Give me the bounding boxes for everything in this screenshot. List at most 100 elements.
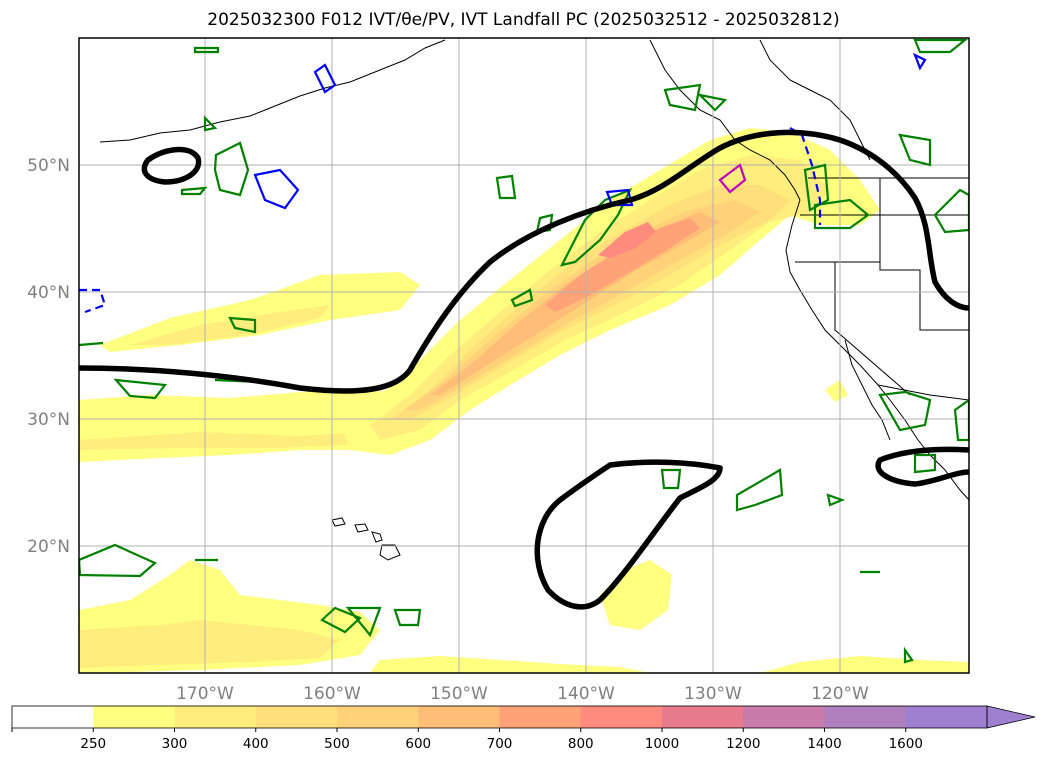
aleutian-arc — [99, 39, 446, 143]
pv-contour — [393, 608, 422, 627]
pv-contour — [193, 46, 220, 54]
ar-core — [598, 222, 656, 258]
colorbar-tick-label: 400 — [243, 736, 269, 752]
lat-label: 50°N — [27, 156, 70, 176]
pv-neg-contour — [605, 188, 634, 207]
ivt-south-east — [760, 656, 969, 673]
colorbar-tick-label: 700 — [487, 736, 513, 752]
pv-contour — [660, 468, 682, 490]
lon-label: 150°W — [430, 684, 488, 704]
pv-neg-contour-dashed — [789, 127, 822, 225]
baja — [844, 339, 891, 441]
colorbar: 250 300 400 500 600 700 800 1000 1200 1400 1600 — [11, 705, 1036, 752]
lon-label: 170°W — [176, 684, 234, 704]
colorbar-swatch — [824, 706, 907, 728]
colorbar-swatch — [905, 706, 988, 728]
pv-contour — [735, 468, 784, 512]
mexico-border — [877, 384, 969, 401]
colorbar-extend-arrow — [986, 705, 1036, 729]
colorbar-swatch — [337, 706, 419, 728]
theta-e-contours — [79, 129, 969, 610]
theta-e-contour-main — [79, 129, 969, 394]
pv-neg-contour-dashed — [79, 288, 107, 314]
colorbar-tick-label: 1600 — [889, 736, 923, 752]
pv-contour — [813, 198, 870, 230]
pv-contour — [113, 378, 168, 400]
colorbar-ticks: 250 300 400 500 600 700 800 1000 1200 1400 1600 — [11, 728, 923, 752]
longitude-labels: 170°W 160°W 150°W 140°W 130°W 120°W — [176, 684, 869, 704]
colorbar-tick-label: 500 — [324, 736, 350, 752]
pv-contour — [535, 213, 554, 234]
landfall-contour — [718, 163, 747, 194]
lon-label: 160°W — [303, 684, 361, 704]
colorbar-swatch — [174, 706, 257, 728]
pv-contour — [826, 493, 846, 507]
ar-level-6 — [545, 218, 700, 312]
colorbar-swatch — [743, 706, 825, 728]
pv-contour — [180, 186, 208, 196]
colorbar-swatch — [499, 706, 582, 728]
colorbar-tick-label: 800 — [568, 736, 594, 752]
colorbar-tick-label: 600 — [405, 736, 431, 752]
ivt-south-west-inner — [79, 620, 340, 668]
lat-label: 30°N — [27, 410, 70, 430]
pv-contour — [495, 174, 517, 200]
pv-contour — [933, 188, 969, 234]
colorbar-tick-label: 300 — [162, 736, 188, 752]
colorbar-tick-label: 250 — [80, 736, 106, 752]
pv-contour — [345, 606, 382, 638]
pv-contour — [953, 398, 969, 442]
lat-label: 40°N — [27, 283, 70, 303]
map-title: 2025032300 F012 IVT/θe/PV, IVT Landfall … — [207, 10, 840, 30]
pv-contour — [898, 133, 932, 167]
lat-label: 20°N — [27, 537, 70, 557]
theta-e-contour-closed-south — [534, 459, 723, 610]
lon-label: 140°W — [557, 684, 615, 704]
colorbar-swatch — [580, 706, 663, 728]
pv-contour — [913, 38, 969, 54]
colorbar-tick-label: 1000 — [645, 736, 679, 752]
pv-contour — [696, 93, 728, 112]
colorbar-tick-label: 1200 — [726, 736, 760, 752]
pv-contour — [913, 453, 937, 474]
gridlines — [79, 38, 969, 673]
colorbar-swatch — [93, 706, 175, 728]
pv-contour — [510, 288, 534, 308]
lon-label: 120°W — [811, 684, 869, 704]
colorbar-swatch — [255, 706, 338, 728]
pv-contour — [663, 83, 702, 112]
pv-contour — [903, 646, 914, 664]
lon-label: 130°W — [684, 684, 742, 704]
pv-contour — [803, 163, 830, 212]
pv-contour — [79, 543, 158, 578]
pv-neg-contour — [912, 52, 927, 71]
pv-contours — [79, 38, 969, 664]
pv-neg-contour — [313, 63, 337, 94]
hawaii-1 — [331, 517, 346, 527]
map-border — [78, 37, 970, 674]
pv-contour — [878, 390, 932, 432]
colorbar-swatch — [662, 706, 744, 728]
latitude-labels: 50°N 40°N 30°N 20°N — [27, 156, 70, 557]
pv-negative-contours — [79, 52, 927, 314]
pv-contour — [228, 316, 257, 334]
colorbar-swatch — [418, 706, 500, 728]
colorbar-swatches — [12, 706, 988, 728]
ivt-band-inner — [130, 305, 330, 345]
pv-contour — [213, 141, 250, 197]
ivt-south-bottom — [370, 656, 650, 673]
state-line-4 — [834, 262, 911, 396]
colorbar-tick-label: 1400 — [807, 736, 841, 752]
theta-e-contour-east — [875, 446, 969, 487]
pv-neg-contour — [253, 168, 300, 210]
bc-coast — [759, 39, 871, 161]
pv-contour — [79, 341, 104, 347]
state-line-2 — [879, 178, 969, 331]
hawaii-4 — [379, 544, 401, 561]
hawaii-3 — [371, 531, 383, 543]
theta-e-contour-closed-west — [141, 146, 202, 185]
ivt-band-south-strip — [79, 432, 370, 450]
colorbar-swatch — [12, 706, 94, 728]
pv-contour — [320, 606, 363, 634]
